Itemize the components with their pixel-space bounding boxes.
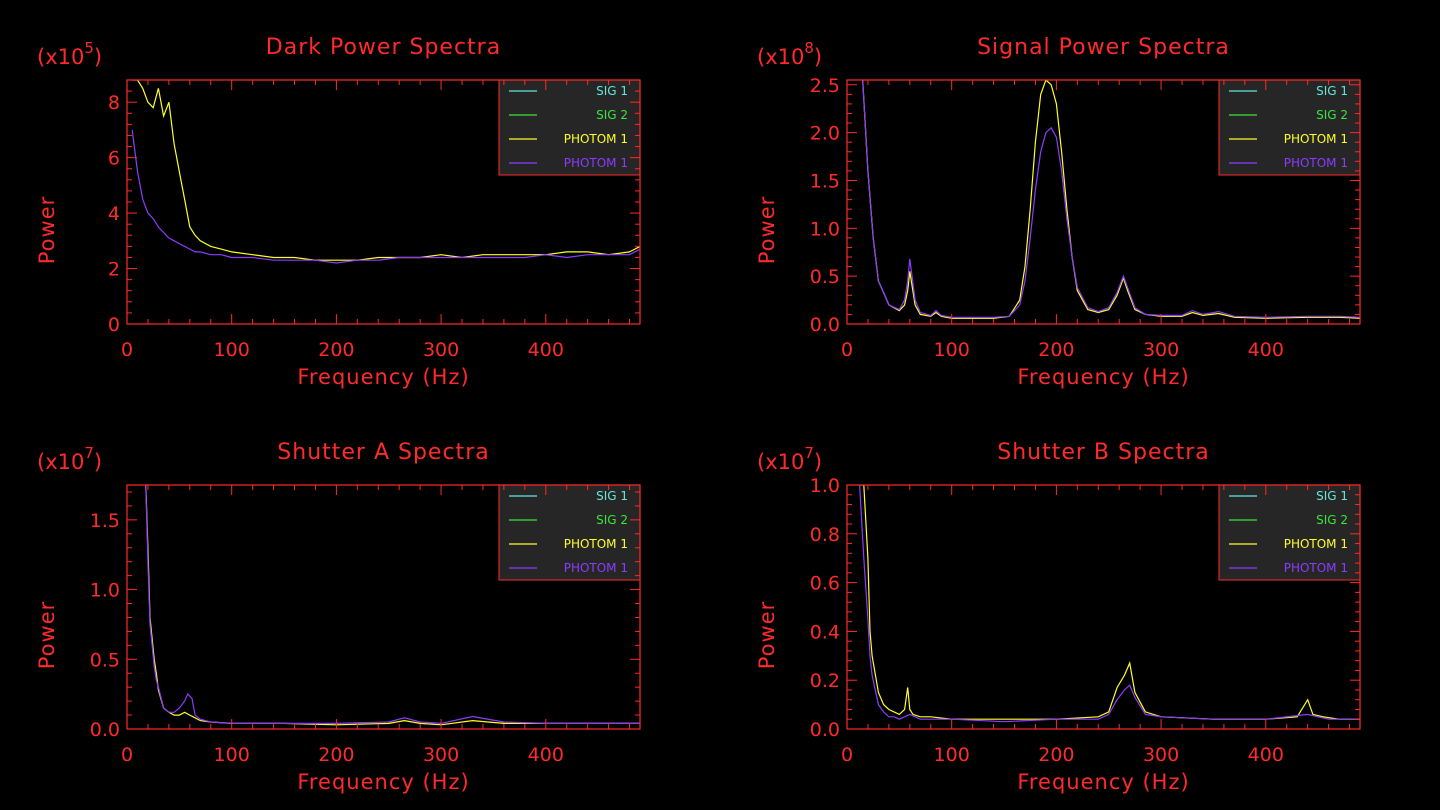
- y-tick-label: 0.0: [810, 719, 840, 741]
- legend-entry: SIG 1: [1316, 489, 1348, 503]
- x-tick-label: 400: [1248, 744, 1284, 766]
- x-tick-label: 0: [121, 744, 133, 766]
- plot-frame: [126, 484, 641, 730]
- legend-entry: PHOTOM 1: [564, 561, 628, 575]
- series-line-2: [862, 80, 1360, 318]
- x-tick-label: 400: [1248, 339, 1284, 361]
- y-tick-label: 2: [108, 259, 120, 281]
- x-tick-label: 300: [423, 744, 459, 766]
- y-tick-label: 1.0: [810, 475, 840, 497]
- chart-panel-3: SIG 1 SIG 2 PHOTOM 1 PHOTOM 1 0 100 200 300 400 0…: [35, 440, 641, 794]
- chart-title: Shutter B Spectra: [997, 440, 1209, 465]
- x-tick-label: 300: [1143, 339, 1179, 361]
- y-tick-label: 1.5: [810, 170, 840, 192]
- y-tick-label: 0.5: [810, 266, 840, 288]
- chart-title: Shutter A Spectra: [277, 440, 489, 465]
- x-tick-label: 400: [528, 744, 564, 766]
- series-line-2: [859, 485, 1360, 723]
- legend: SIG 1 SIG 2 PHOTOM 1 PHOTOM 1: [498, 484, 641, 581]
- x-tick-label: 0: [841, 339, 853, 361]
- x-tick-label: 0: [841, 744, 853, 766]
- legend: SIG 1 SIG 2 PHOTOM 1 PHOTOM 1: [1218, 79, 1361, 176]
- legend-entry: SIG 2: [1316, 513, 1348, 527]
- x-tick-label: 300: [1143, 744, 1179, 766]
- legend-entry: SIG 2: [596, 108, 628, 122]
- y-scale-label: (x105): [37, 39, 102, 69]
- legend-box: [498, 79, 641, 176]
- chart-panel-4: SIG 1 SIG 2 PHOTOM 1 PHOTOM 1 0 100 200 300 400 0…: [755, 440, 1361, 794]
- plot-frame: [846, 79, 1361, 325]
- y-tick-label: 2.0: [810, 123, 840, 145]
- x-tick-label: 200: [318, 339, 354, 361]
- y-tick-label: 0.0: [90, 719, 120, 741]
- x-tick-label: 200: [1038, 339, 1074, 361]
- y-tick-label: 0.8: [810, 524, 840, 546]
- y-axis-label: Power: [35, 196, 59, 265]
- legend-entry: PHOTOM 1: [564, 537, 628, 551]
- x-tick-label: 100: [934, 339, 970, 361]
- x-tick-label: 0: [121, 339, 133, 361]
- chart-title: Dark Power Spectra: [266, 35, 501, 60]
- legend-entry: PHOTOM 1: [1284, 561, 1348, 575]
- legend-box: [1218, 484, 1361, 581]
- series-line-2: [145, 485, 640, 725]
- y-tick-label: 8: [108, 92, 120, 114]
- series-line-1: [862, 80, 1360, 319]
- legend-entry: PHOTOM 1: [1284, 156, 1348, 170]
- legend-entry: SIG 2: [1316, 108, 1348, 122]
- legend-box: [1218, 79, 1361, 176]
- x-tick-label: 200: [318, 744, 354, 766]
- chart-panel-2: SIG 1 SIG 2 PHOTOM 1 PHOTOM 1 0 100 200 300 400 0…: [755, 35, 1361, 389]
- legend: SIG 1 SIG 2 PHOTOM 1 PHOTOM 1: [498, 79, 641, 176]
- x-tick-label: 100: [214, 339, 250, 361]
- legend-entry: PHOTOM 1: [564, 156, 628, 170]
- legend-entry: PHOTOM 1: [564, 132, 628, 146]
- x-tick-label: 200: [1038, 744, 1074, 766]
- series-line-1: [132, 80, 640, 261]
- chart-title: Signal Power Spectra: [977, 35, 1230, 60]
- x-tick-label: 100: [934, 744, 970, 766]
- y-tick-label: 4: [108, 203, 120, 225]
- y-tick-label: 1.0: [810, 218, 840, 240]
- x-tick-label: 100: [214, 744, 250, 766]
- y-tick-label: 0.2: [810, 670, 840, 692]
- y-scale-label: (x108): [757, 39, 822, 69]
- chart-panel-1: SIG 1 SIG 2 PHOTOM 1 PHOTOM 1 0 100 200 300 400 0…: [35, 35, 641, 389]
- y-tick-label: 0.0: [810, 314, 840, 336]
- x-axis-label: Frequency (Hz): [297, 770, 469, 794]
- y-tick-label: 0: [108, 314, 120, 336]
- y-tick-label: 2.5: [810, 75, 840, 97]
- series-line-1: [145, 485, 640, 726]
- series-line-2: [131, 129, 640, 264]
- y-scale-label: (x107): [757, 444, 822, 474]
- legend: SIG 1 SIG 2 PHOTOM 1 PHOTOM 1: [1218, 484, 1361, 581]
- y-scale-label: (x107): [37, 444, 102, 474]
- x-axis-label: Frequency (Hz): [297, 365, 469, 389]
- legend-entry: SIG 2: [596, 513, 628, 527]
- y-axis-label: Power: [35, 601, 59, 670]
- legend-entry: SIG 1: [1316, 84, 1348, 98]
- y-tick-label: 0.6: [810, 573, 840, 595]
- legend-entry: PHOTOM 1: [1284, 537, 1348, 551]
- y-tick-label: 0.5: [90, 649, 120, 671]
- legend-entry: SIG 1: [596, 84, 628, 98]
- x-axis-label: Frequency (Hz): [1017, 770, 1189, 794]
- y-tick-label: 0.4: [810, 621, 840, 643]
- x-tick-label: 300: [423, 339, 459, 361]
- legend-entry: PHOTOM 1: [1284, 132, 1348, 146]
- x-tick-label: 400: [528, 339, 564, 361]
- legend-entry: SIG 1: [596, 489, 628, 503]
- y-axis-label: Power: [755, 196, 779, 265]
- y-tick-label: 1.0: [90, 580, 120, 602]
- y-axis-label: Power: [755, 601, 779, 670]
- y-tick-label: 6: [108, 148, 120, 170]
- y-tick-label: 1.5: [90, 510, 120, 532]
- x-axis-label: Frequency (Hz): [1017, 365, 1189, 389]
- plot-frame: [846, 484, 1361, 730]
